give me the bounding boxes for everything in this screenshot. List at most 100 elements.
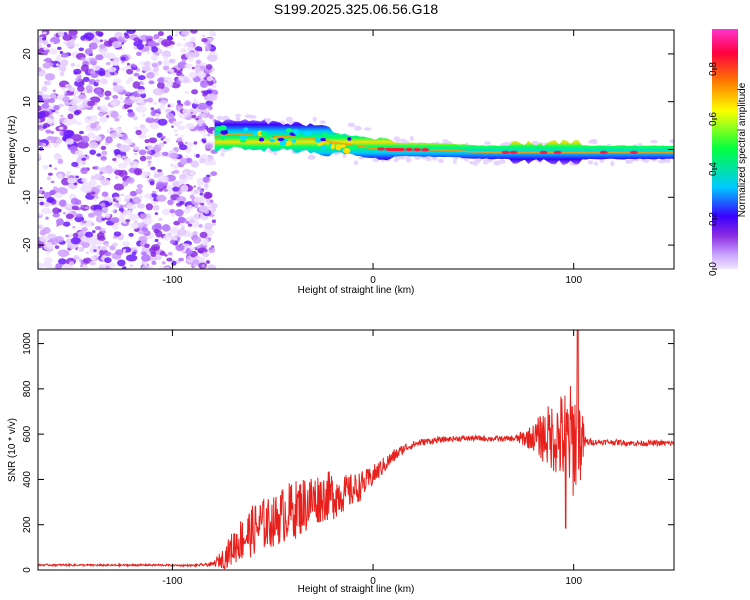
snr-y-tick-label: 600 xyxy=(22,425,33,442)
noise-speckle xyxy=(38,213,43,219)
noise-speckle xyxy=(193,141,198,145)
noise-speckle xyxy=(170,164,174,167)
noise-speckle xyxy=(67,177,77,184)
noise-speckle xyxy=(52,143,59,148)
noise-speckle xyxy=(132,146,140,151)
ridge-blob xyxy=(347,136,352,141)
noise-speckle xyxy=(127,76,134,83)
noise-speckle xyxy=(95,79,100,83)
noise-speckle xyxy=(155,230,163,238)
noise-speckle xyxy=(191,112,195,116)
noise-speckle xyxy=(146,50,151,55)
noise-speckle xyxy=(62,221,71,227)
ridge-halo-speckle xyxy=(307,154,316,160)
noise-speckle xyxy=(54,235,64,243)
noise-speckle xyxy=(150,53,158,61)
ridge-blob xyxy=(291,139,297,143)
noise-speckle xyxy=(163,141,167,144)
noise-speckle xyxy=(198,224,203,228)
noise-speckle xyxy=(97,235,106,242)
noise-speckle xyxy=(65,213,74,220)
noise-speckle xyxy=(156,108,161,113)
noise-speckle xyxy=(39,201,45,206)
noise-speckle xyxy=(190,190,196,194)
noise-speckle xyxy=(212,84,217,89)
noise-speckle xyxy=(128,232,134,237)
noise-speckle xyxy=(149,201,154,205)
noise-speckle xyxy=(195,59,202,65)
noise-speckle xyxy=(91,230,96,234)
noise-speckle xyxy=(52,212,60,218)
noise-speckle xyxy=(166,257,173,262)
noise-speckle xyxy=(103,40,114,47)
noise-speckle xyxy=(106,62,111,66)
noise-speckle xyxy=(50,130,55,134)
snr-x-tick-label: 0 xyxy=(370,576,376,587)
snr-y-tick-label: 1000 xyxy=(22,332,33,355)
noise-speckle xyxy=(133,72,140,77)
noise-speckle xyxy=(38,146,44,151)
snr-plot-area xyxy=(38,330,674,570)
colorbar-tick-label: 0.4 xyxy=(708,162,719,176)
noise-speckle xyxy=(93,249,97,252)
ridge-halo-speckle xyxy=(285,116,293,122)
noise-speckle xyxy=(64,101,71,106)
ridge-peak-spot xyxy=(377,147,386,151)
noise-speckle xyxy=(95,215,104,223)
noise-speckle xyxy=(54,245,60,249)
colorbar-label: Normalized spectral amplitude xyxy=(737,82,748,217)
noise-speckle xyxy=(154,238,159,243)
noise-speckle xyxy=(68,261,75,266)
ridge-halo-speckle xyxy=(216,115,224,121)
noise-speckle xyxy=(111,41,122,49)
noise-speckle xyxy=(187,142,194,148)
noise-speckle xyxy=(135,188,143,195)
noise-speckle xyxy=(104,96,110,100)
ridge-peak-spot xyxy=(553,150,562,154)
noise-speckle xyxy=(101,191,109,197)
noise-speckle xyxy=(143,262,148,266)
noise-speckle xyxy=(146,144,154,150)
noise-speckle xyxy=(169,58,176,64)
noise-speckle xyxy=(68,87,76,92)
noise-speckle xyxy=(187,56,194,62)
noise-speckle xyxy=(55,63,60,67)
snr-y-tick-label: 200 xyxy=(22,516,33,533)
spectrogram-y-tick-label: -20 xyxy=(22,237,33,252)
noise-speckle xyxy=(204,160,211,166)
noise-speckle xyxy=(82,76,90,82)
noise-speckle xyxy=(119,96,123,100)
noise-speckle xyxy=(38,118,41,123)
ridge-peak-spot xyxy=(397,147,406,152)
ridge-blob xyxy=(279,140,287,146)
ridge-blob xyxy=(330,143,335,150)
ridge-blob xyxy=(335,144,342,151)
noise-speckle xyxy=(152,190,157,194)
noise-speckle xyxy=(100,178,111,186)
noise-speckle xyxy=(113,72,118,76)
noise-speckle xyxy=(132,64,137,68)
noise-speckle xyxy=(154,113,161,118)
noise-speckle xyxy=(41,86,48,92)
noise-speckle xyxy=(145,117,155,124)
noise-speckle xyxy=(88,57,98,66)
spectrogram-y-label: Frequency (Hz) xyxy=(7,116,18,185)
noise-speckle xyxy=(122,248,127,253)
noise-speckle xyxy=(38,125,43,129)
noise-speckle xyxy=(131,251,137,255)
noise-speckle xyxy=(120,193,125,197)
noise-speckle xyxy=(84,206,89,210)
noise-speckle xyxy=(158,142,165,148)
noise-speckle xyxy=(44,73,56,81)
noise-speckle xyxy=(184,155,189,158)
noise-speckle xyxy=(70,134,83,142)
noise-speckle xyxy=(195,117,199,121)
noise-speckle xyxy=(155,181,165,190)
ridge-halo-speckle xyxy=(464,157,469,162)
ridge-blob xyxy=(269,138,276,143)
ridge-peak-spot xyxy=(509,150,518,154)
snr-frame xyxy=(37,329,675,571)
noise-speckle xyxy=(163,55,168,60)
noise-speckle xyxy=(180,226,185,230)
snr-x-ticks: -100 0 100 xyxy=(162,330,582,587)
